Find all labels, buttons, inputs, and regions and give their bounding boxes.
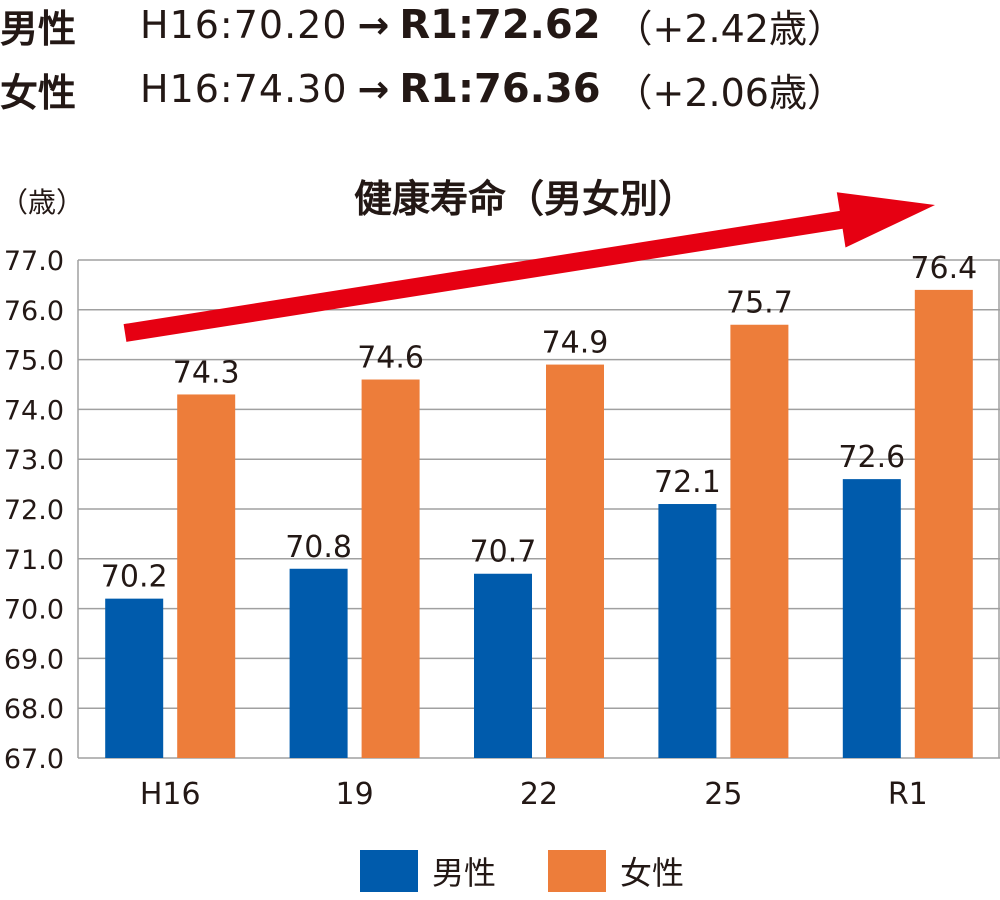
y-tick-label: 67.0 bbox=[4, 744, 64, 775]
bar-layer bbox=[105, 289, 973, 758]
bar-female bbox=[730, 324, 789, 758]
summary-to-value: R1:72.62 bbox=[399, 2, 601, 48]
legend-swatch-female bbox=[548, 850, 607, 892]
summary-sex-label: 女性 bbox=[0, 70, 77, 115]
y-tick-label: 77.0 bbox=[4, 246, 64, 277]
label-layer: 67.0 68.0 69.0 70.0 71.0 72.0 73.0 74.0 75.0 76.0… bbox=[4, 246, 977, 812]
data-label: 70.2 bbox=[101, 560, 168, 595]
bar-male bbox=[658, 504, 717, 758]
trend-arrow bbox=[123, 192, 936, 342]
summary-from-value: H16:70.20 bbox=[140, 3, 348, 47]
summary-row-male: 男性 H16:70.20 → R1:72.62 （+2.42歳） bbox=[0, 0, 845, 51]
summary-arrow: → bbox=[357, 3, 390, 47]
x-tick-label: 19 bbox=[336, 777, 374, 812]
data-label: 76.4 bbox=[910, 251, 977, 286]
data-label: 75.7 bbox=[726, 286, 793, 321]
legend-item-female: 女性 bbox=[548, 848, 684, 894]
y-tick-label: 73.0 bbox=[4, 445, 64, 476]
data-label: 74.9 bbox=[542, 326, 609, 361]
y-tick-label: 68.0 bbox=[4, 694, 64, 725]
y-tick-label: 70.0 bbox=[4, 595, 64, 626]
bar-female bbox=[546, 364, 604, 758]
data-label: 70.7 bbox=[470, 535, 537, 570]
data-label: 72.1 bbox=[654, 465, 721, 500]
trend-arrow-shape bbox=[123, 192, 936, 342]
summary-diff: （+2.42歳） bbox=[614, 6, 845, 51]
data-label: 74.3 bbox=[173, 355, 240, 390]
y-tick-label: 69.0 bbox=[4, 644, 64, 675]
legend-label-female: 女性 bbox=[620, 854, 685, 892]
summary-row-female: 女性 H16:74.30 → R1:76.36 （+2.06歳） bbox=[0, 64, 845, 115]
y-tick-label: 76.0 bbox=[4, 296, 64, 327]
summary-arrow: → bbox=[357, 67, 390, 111]
x-tick-label: H16 bbox=[140, 777, 201, 812]
summary-sex-label: 男性 bbox=[0, 6, 77, 51]
x-tick-label: 25 bbox=[704, 777, 742, 812]
bar-male bbox=[842, 479, 901, 758]
bar-female bbox=[914, 289, 973, 758]
summary-from-value: H16:74.30 bbox=[140, 67, 348, 111]
data-label: 74.6 bbox=[357, 341, 424, 376]
y-tick-label: 71.0 bbox=[4, 545, 64, 576]
y-axis-label: （歳） bbox=[0, 186, 84, 219]
y-tick-label: 75.0 bbox=[4, 346, 64, 377]
summary-diff: （+2.06歳） bbox=[614, 70, 845, 115]
x-tick-label: 22 bbox=[520, 777, 558, 812]
x-tick-label: R1 bbox=[888, 777, 928, 812]
legend-item-male: 男性 bbox=[360, 848, 496, 894]
legend-label-male: 男性 bbox=[432, 854, 497, 892]
bar-chart: （歳） 健康寿命（男女別） 67.0 68.0 69.0 70.0 71.0 72.0 73… bbox=[0, 177, 1000, 812]
chart-title: 健康寿命（男女別） bbox=[354, 177, 696, 221]
data-label: 70.8 bbox=[285, 530, 352, 565]
bar-male bbox=[474, 573, 532, 758]
bar-male bbox=[289, 568, 348, 758]
legend: 男性 女性 bbox=[360, 848, 736, 894]
bar-male bbox=[105, 598, 164, 758]
y-tick-label: 74.0 bbox=[4, 395, 64, 426]
y-tick-label: 72.0 bbox=[4, 495, 64, 526]
summary-to-value: R1:76.36 bbox=[399, 66, 601, 112]
bar-female bbox=[177, 394, 236, 758]
legend-swatch-male bbox=[360, 850, 418, 892]
bar-female bbox=[361, 379, 420, 758]
data-label: 72.6 bbox=[838, 440, 905, 475]
